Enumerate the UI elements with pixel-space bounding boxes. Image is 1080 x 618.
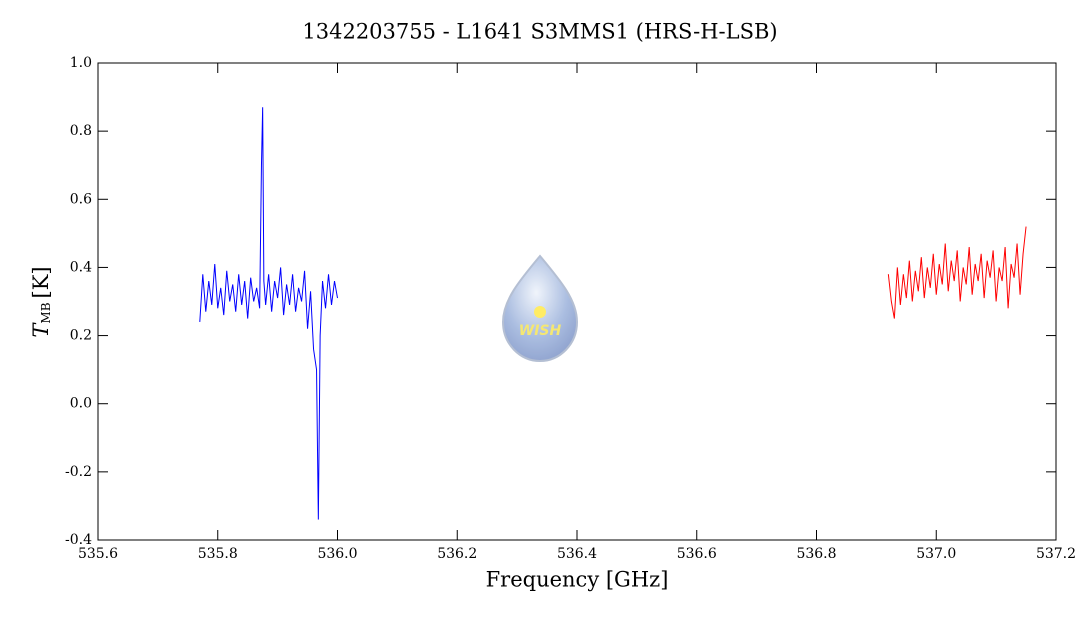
chart-title: 1342203755 - L1641 S3MMS1 (HRS-H-LSB)	[302, 20, 777, 44]
x-tick-label: 536.4	[557, 546, 597, 562]
y-tick-label: 0.8	[70, 123, 92, 139]
y-tick-label: -0.4	[65, 532, 92, 548]
y-label-symbol: T	[29, 322, 53, 338]
x-tick-label: 536.0	[317, 546, 357, 562]
x-tick-label: 536.2	[437, 546, 477, 562]
y-tick-label: 0.0	[70, 396, 92, 412]
y-tick-label: 0.2	[70, 328, 92, 344]
x-axis-label: Frequency [GHz]	[486, 568, 669, 592]
y-label-sub: MB	[39, 302, 53, 323]
logo-text: WISH	[519, 323, 562, 339]
x-tick-label: 535.6	[78, 546, 118, 562]
spectrum-line	[199, 107, 338, 520]
y-tick-label: 0.4	[70, 259, 92, 275]
y-axis-label: TMB [K]	[29, 266, 53, 337]
x-tick-label: 536.6	[677, 546, 717, 562]
y-tick-label: 1.0	[70, 55, 92, 71]
logo: WISH	[501, 254, 579, 363]
y-label-unit: [K]	[29, 266, 53, 298]
y-tick-label: 0.6	[70, 191, 92, 207]
spectrum-line	[887, 226, 1027, 319]
x-tick-label: 537.2	[1036, 546, 1076, 562]
x-tick-label: 536.8	[796, 546, 836, 562]
y-tick-label: -0.2	[65, 464, 92, 480]
x-tick-label: 535.8	[198, 546, 238, 562]
logo-star	[534, 306, 546, 318]
x-tick-label: 537.0	[916, 546, 956, 562]
